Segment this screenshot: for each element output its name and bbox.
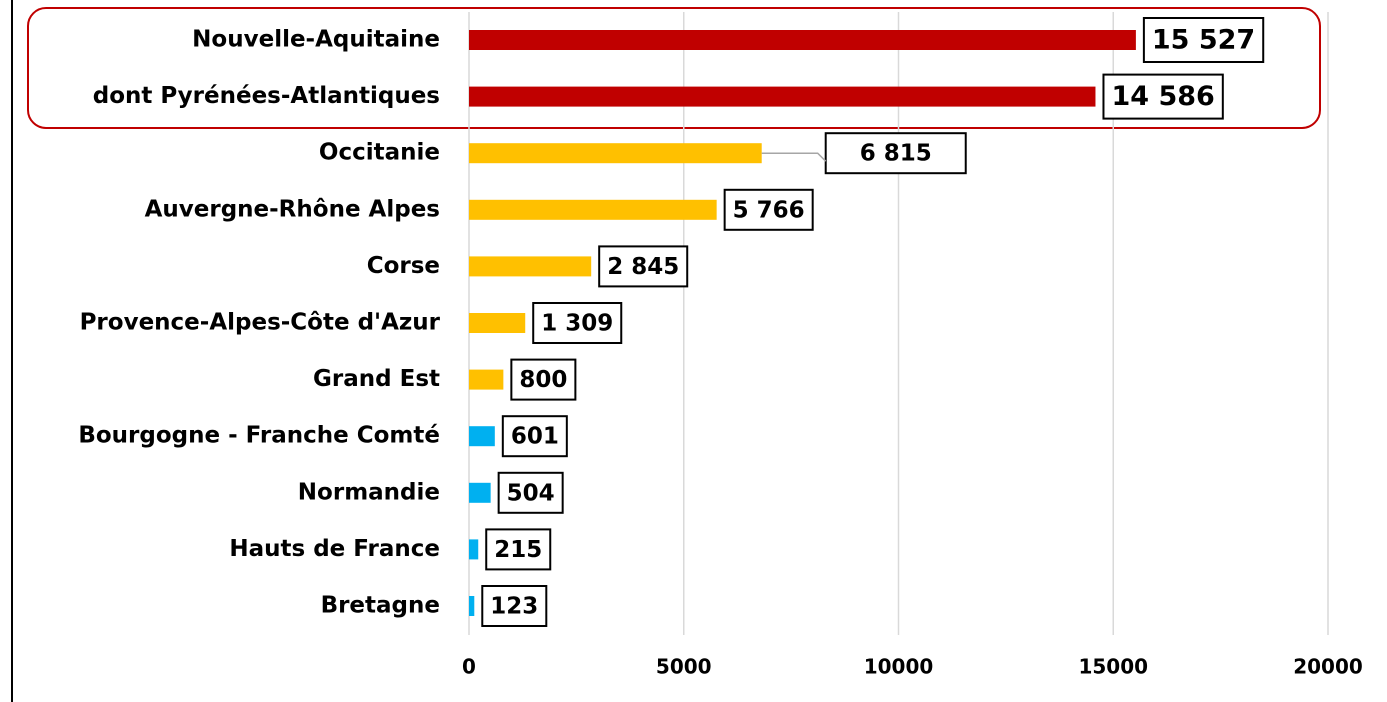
category-label: Nouvelle-Aquitaine (192, 27, 440, 53)
bar (469, 596, 475, 616)
value-label-box (598, 245, 689, 288)
value-label-box (497, 471, 564, 514)
category-label: Grand Est (313, 366, 440, 392)
category-label: Auvergne-Rhône Alpes (145, 196, 440, 222)
bar (469, 369, 504, 390)
value-label-box (1142, 17, 1265, 63)
value-label: 601 (511, 424, 559, 450)
value-label-box (481, 585, 548, 627)
bar (469, 199, 717, 220)
value-label-box (485, 528, 552, 571)
highlight-box (27, 7, 1321, 129)
bar (469, 256, 592, 277)
bar (469, 86, 1096, 107)
bar (469, 143, 762, 164)
category-label: Provence-Alpes-Côte d'Azur (80, 310, 441, 336)
value-label-box (824, 132, 967, 175)
bar (469, 426, 495, 447)
bar (469, 482, 491, 503)
value-label: 15 527 (1152, 25, 1255, 56)
value-label: 215 (494, 537, 542, 563)
category-label: Bourgogne - Franche Comté (78, 423, 440, 449)
x-tick-label: 10000 (864, 655, 934, 679)
x-tick-label: 5000 (656, 655, 712, 679)
value-label-box (510, 358, 577, 401)
bar (469, 539, 479, 560)
value-label: 504 (507, 480, 555, 506)
bar (469, 30, 1136, 50)
value-label-box (1102, 73, 1224, 120)
category-label: Occitanie (319, 140, 440, 166)
value-label-box (501, 415, 568, 458)
value-label: 1 309 (541, 311, 613, 337)
leader-line (761, 152, 827, 162)
value-label: 2 845 (607, 254, 679, 280)
bar (469, 313, 526, 333)
value-label-box (723, 188, 814, 231)
category-label: Corse (367, 253, 440, 279)
value-label: 6 815 (860, 141, 932, 167)
category-label: Bretagne (321, 593, 440, 619)
category-label: Normandie (298, 479, 440, 505)
value-label: 800 (519, 367, 567, 393)
category-label: Hauts de France (229, 536, 440, 562)
value-label: 14 586 (1111, 81, 1214, 112)
category-label: dont Pyrénées-Atlantiques (93, 83, 440, 109)
x-tick-label: 0 (462, 655, 476, 679)
value-label-box (532, 302, 623, 344)
value-label: 5 766 (733, 197, 805, 223)
x-tick-label: 20000 (1293, 655, 1363, 679)
x-tick-label: 15000 (1078, 655, 1148, 679)
value-label: 123 (490, 594, 538, 620)
